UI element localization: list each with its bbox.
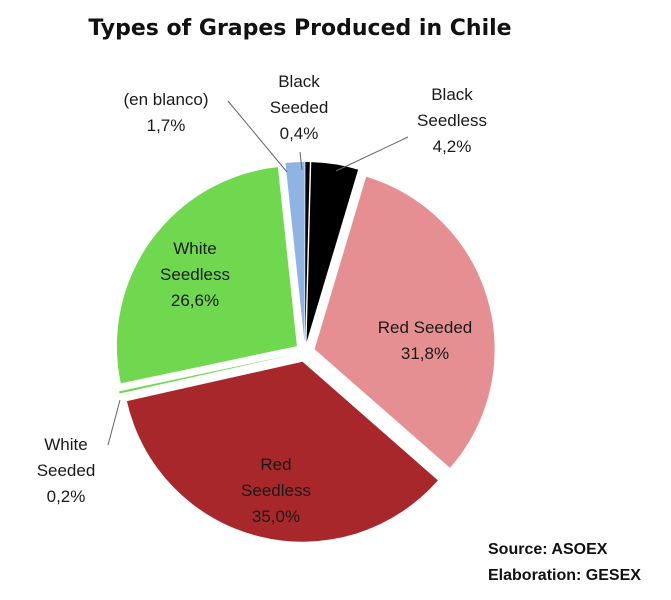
pie-slice-black-seedless <box>306 162 359 343</box>
leader-line-white-seeded <box>107 399 121 446</box>
data-label-red-seedless: Red Seedless 35,0% <box>241 455 311 526</box>
source-note: Source: ASOEX <box>488 541 608 558</box>
data-label-white-seedless: White Seedless 26,6% <box>160 239 230 310</box>
pie-slice-red-seedless <box>126 361 438 542</box>
elaboration-note: Elaboration: GESEX <box>488 567 641 584</box>
pie-slice-red-seeded <box>314 176 495 468</box>
leader-line-en-blanco <box>227 100 288 173</box>
pie-slice-en-blanco <box>285 162 305 343</box>
pie-slice-white-seeded <box>119 354 296 394</box>
data-label-black-seeded: Black Seeded 0,4% <box>270 72 329 143</box>
pie-slice-white-seedless <box>116 167 297 384</box>
data-label-red-seeded: Red Seeded 31,8% <box>378 318 473 363</box>
chart-title: Types of Grapes Produced in Chile <box>88 16 512 41</box>
data-label-en-blanco: (en blanco) 1,7% <box>123 90 208 135</box>
leader-line-black-seeded <box>299 151 303 171</box>
data-label-white-seeded: White Seeded 0,2% <box>37 435 96 506</box>
pie-slice-black-seeded <box>305 162 310 343</box>
data-label-black-seedless: Black Seedless 4,2% <box>417 85 487 156</box>
leader-line-black-seedless <box>335 136 409 172</box>
